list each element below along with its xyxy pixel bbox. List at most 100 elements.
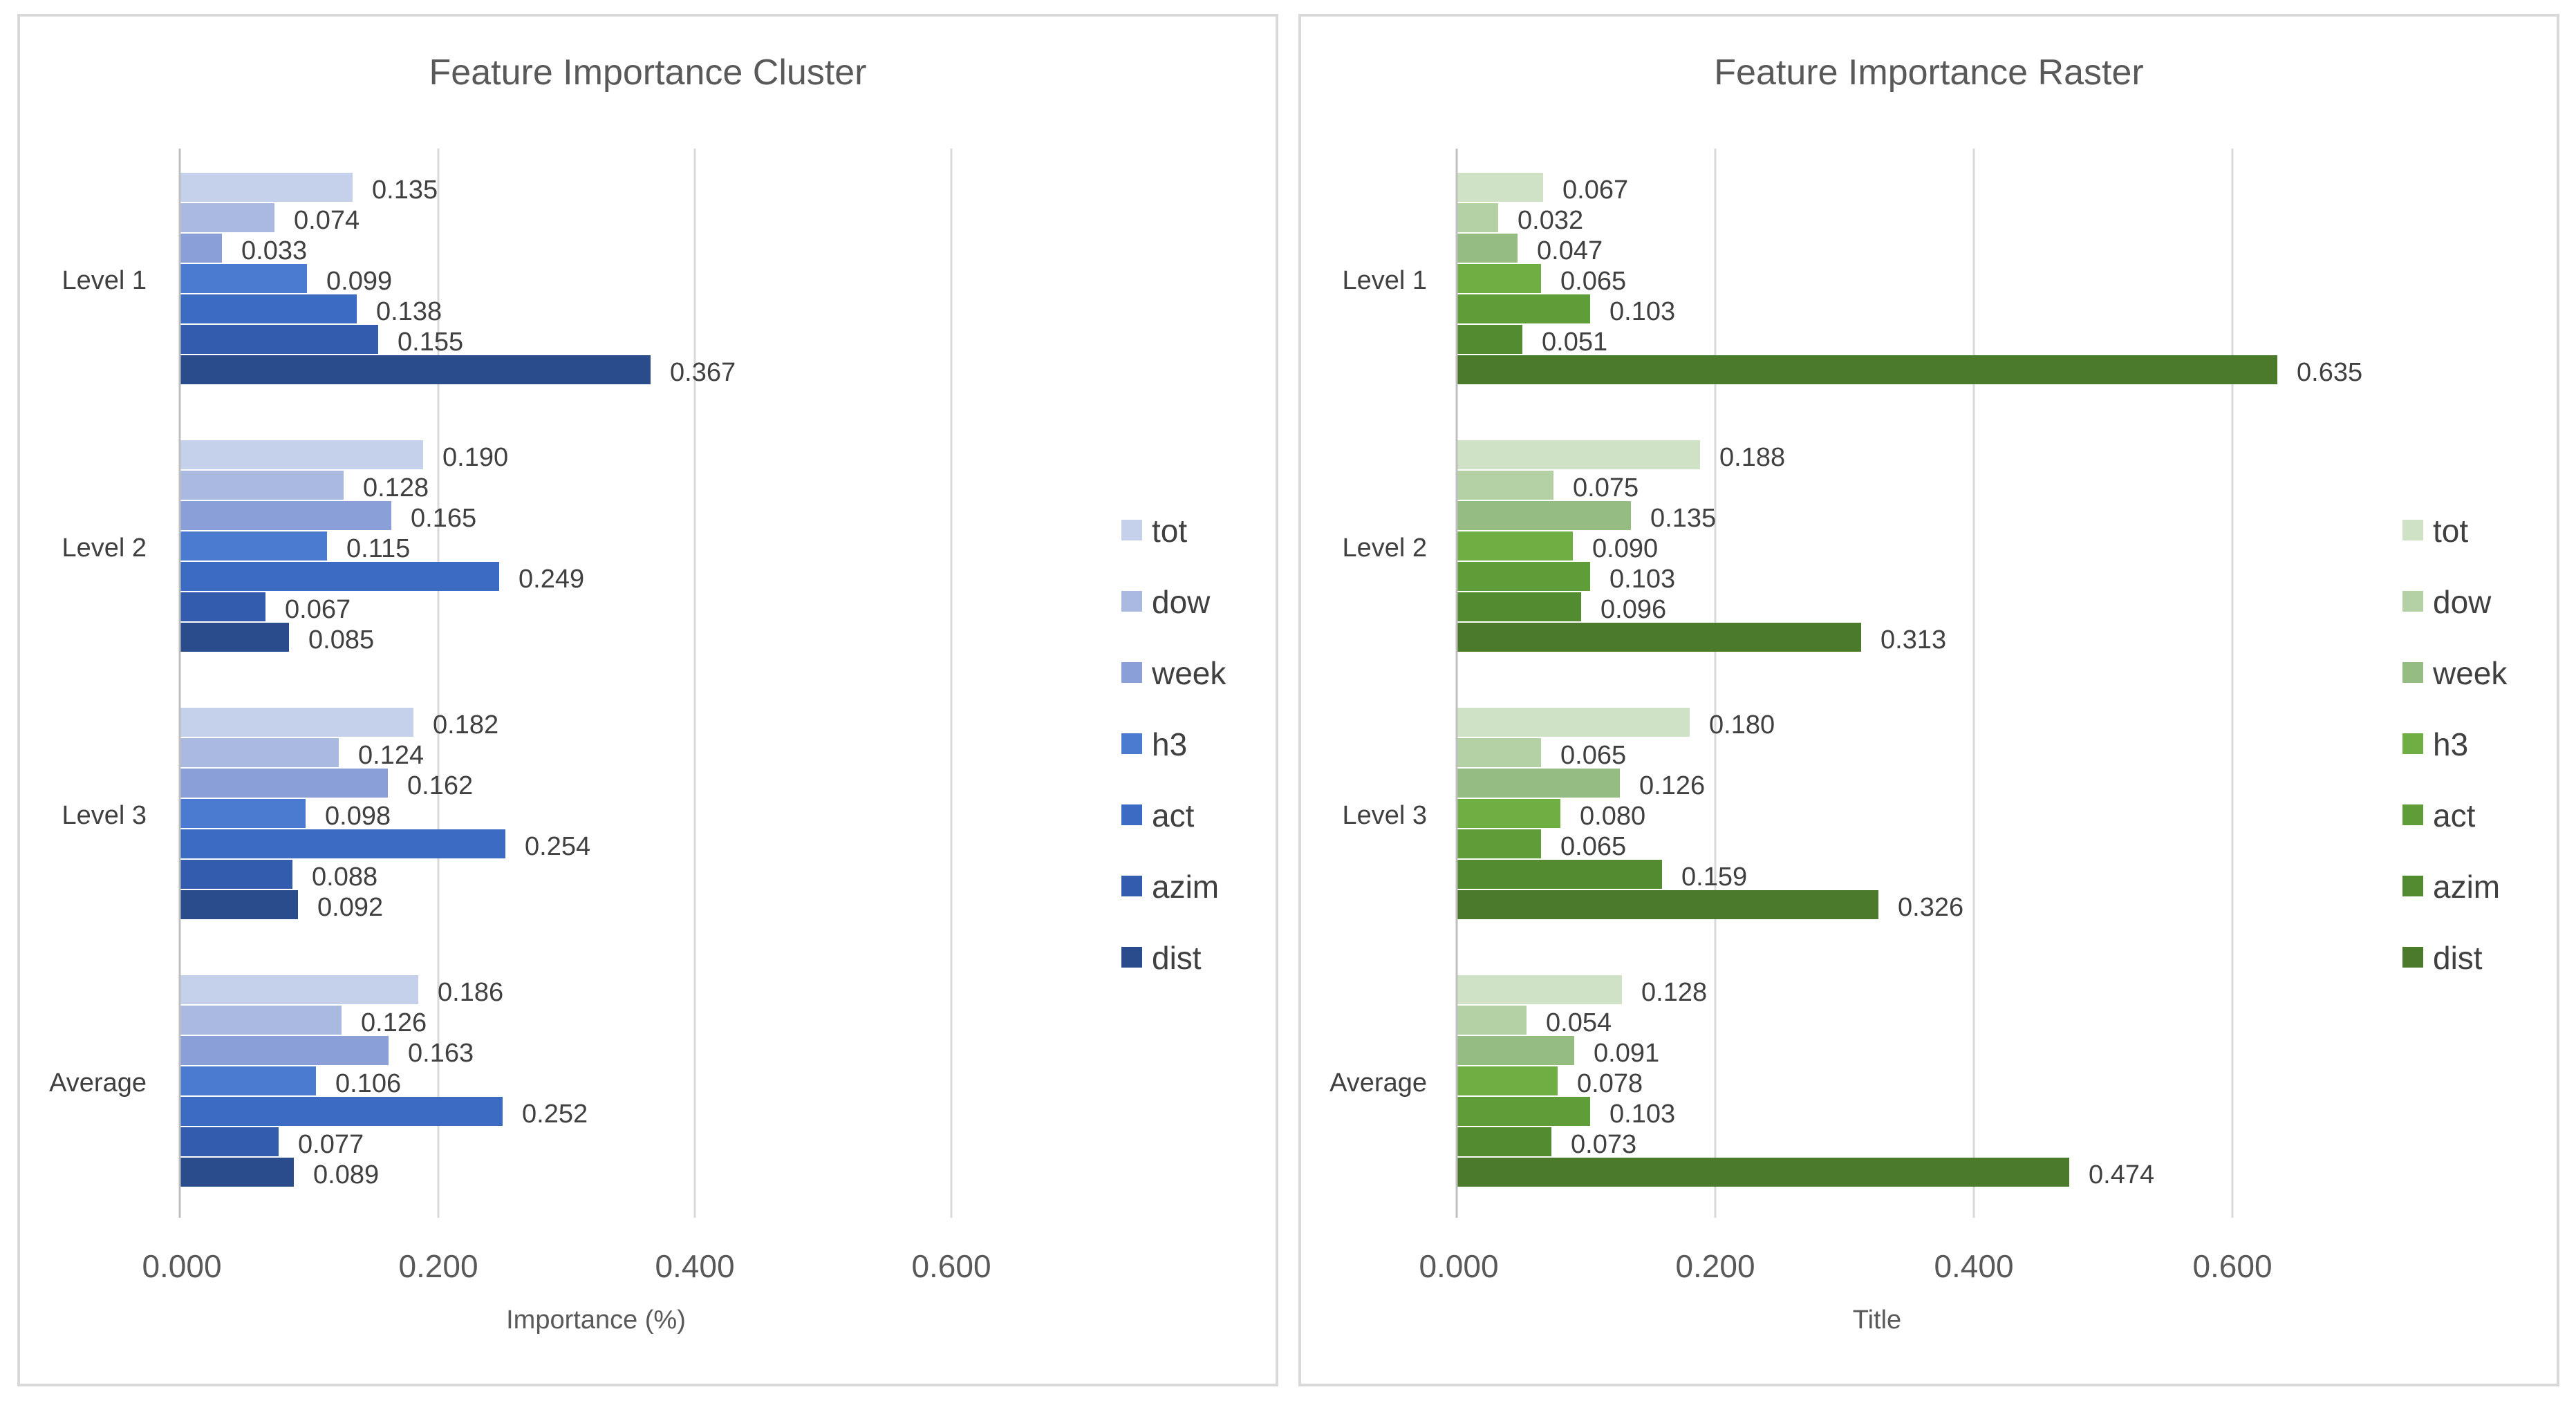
raster-bar	[1457, 799, 1560, 828]
cluster-bar	[180, 799, 306, 828]
raster-data-label: 0.313	[1880, 625, 1946, 655]
raster-bar	[1457, 234, 1518, 263]
raster-bar	[1457, 1158, 2069, 1187]
raster-x-axis-title: Title	[1853, 1306, 1901, 1335]
cluster-bar	[180, 234, 222, 263]
raster-data-label: 0.326	[1898, 893, 1963, 922]
cluster-data-label: 0.252	[522, 1100, 588, 1129]
raster-category-label: Average	[1329, 1068, 1427, 1098]
raster-tick-label: 0.000	[1419, 1248, 1498, 1284]
cluster-category-labels: Level 1 Level 2 Level 3 Average	[49, 266, 147, 1098]
raster-bar	[1457, 890, 1878, 919]
cluster-data-labels: 0.135 0.074 0.033 0.099 0.138 0.155 0.36…	[241, 176, 736, 1189]
cluster-bar	[180, 355, 651, 384]
raster-data-label: 0.080	[1580, 802, 1645, 831]
raster-bar	[1457, 1036, 1574, 1065]
cluster-bar	[180, 708, 413, 737]
cluster-bar	[180, 1006, 342, 1035]
raster-data-label: 0.128	[1641, 978, 1707, 1007]
raster-data-label: 0.635	[2297, 358, 2362, 387]
cluster-data-label: 0.162	[407, 771, 473, 800]
cluster-legend-swatch	[1121, 520, 1142, 540]
cluster-bar	[180, 440, 423, 469]
cluster-legend-label: week	[1151, 655, 1226, 691]
raster-bar	[1457, 531, 1573, 561]
cluster-bar	[180, 890, 298, 919]
cluster-legend-label: tot	[1152, 513, 1187, 549]
cluster-data-label: 0.089	[313, 1160, 379, 1189]
cluster-bar	[180, 860, 292, 889]
cluster-data-label: 0.115	[346, 534, 410, 563]
cluster-tick-label: 0.000	[142, 1248, 221, 1284]
raster-data-label: 0.135	[1650, 504, 1716, 533]
raster-legend-swatch	[2402, 662, 2423, 683]
cluster-legend-label: dow	[1152, 584, 1211, 620]
cluster-legend-swatch	[1121, 662, 1142, 683]
raster-data-label: 0.103	[1609, 297, 1675, 326]
raster-legend-label: dow	[2433, 584, 2492, 620]
raster-data-label: 0.103	[1609, 565, 1675, 594]
cluster-data-label: 0.098	[325, 802, 391, 831]
cluster-bar	[180, 829, 505, 858]
raster-category-label: Level 3	[1342, 801, 1427, 830]
raster-legend-label: tot	[2433, 513, 2468, 549]
cluster-data-label: 0.254	[525, 832, 590, 861]
cluster-legend-label: h3	[1152, 726, 1187, 762]
raster-legend-label: act	[2433, 798, 2476, 834]
cluster-category-label: Average	[49, 1068, 147, 1098]
raster-bars	[1457, 173, 2277, 1187]
cluster-chart: Feature Importance Cluster	[17, 14, 1278, 1386]
cluster-legend-swatch	[1121, 591, 1142, 612]
raster-chart-border	[1298, 14, 2559, 1386]
cluster-legend-label: act	[1152, 798, 1195, 834]
cluster-category-label: Level 1	[62, 266, 147, 295]
raster-bar	[1457, 1066, 1558, 1095]
cluster-tick-label: 0.600	[911, 1248, 991, 1284]
raster-bar	[1457, 562, 1590, 591]
cluster-category-label: Level 2	[62, 534, 147, 563]
raster-data-label: 0.067	[1562, 176, 1628, 205]
cluster-bars	[180, 173, 651, 1187]
cluster-legend-swatch	[1121, 804, 1142, 825]
cluster-bar	[180, 294, 357, 323]
cluster-data-label: 0.092	[317, 893, 383, 922]
cluster-data-label: 0.033	[241, 236, 307, 265]
raster-data-label: 0.032	[1518, 206, 1583, 235]
raster-category-labels: Level 1 Level 2 Level 3 Average	[1329, 266, 1427, 1098]
cluster-legend-swatch	[1121, 876, 1142, 896]
cluster-data-label: 0.155	[398, 328, 463, 357]
cluster-data-label: 0.085	[308, 625, 374, 655]
cluster-gridlines	[437, 149, 953, 1218]
raster-bar	[1457, 501, 1631, 530]
raster-tick-label: 0.200	[1675, 1248, 1755, 1284]
cluster-data-label: 0.182	[433, 710, 498, 740]
cluster-tick-labels: 0.000 0.200 0.400 0.600	[142, 1248, 991, 1284]
raster-bar	[1457, 860, 1662, 889]
raster-bar	[1457, 203, 1498, 232]
raster-data-label: 0.051	[1542, 328, 1607, 357]
cluster-bar	[180, 203, 274, 232]
raster-data-label: 0.474	[2089, 1160, 2154, 1189]
raster-legend-swatch	[2402, 804, 2423, 825]
cluster-bar	[180, 1066, 316, 1095]
cluster-data-label: 0.074	[294, 206, 360, 235]
raster-bar	[1457, 471, 1553, 500]
cluster-legend-label: dist	[1152, 940, 1202, 976]
cluster-bar	[180, 769, 388, 798]
raster-bar	[1457, 1006, 1527, 1035]
cluster-data-label: 0.249	[519, 565, 584, 594]
cluster-legend-swatch	[1121, 947, 1142, 968]
cluster-bar	[180, 1036, 389, 1065]
cluster-data-label: 0.106	[335, 1069, 401, 1098]
cluster-data-label: 0.124	[358, 741, 424, 770]
raster-bar	[1457, 440, 1700, 469]
raster-legend-swatch	[2402, 733, 2423, 754]
raster-bar	[1457, 708, 1690, 737]
cluster-category-label: Level 3	[62, 801, 147, 830]
cluster-bar	[180, 1127, 279, 1156]
cluster-bar	[180, 501, 391, 530]
cluster-data-label: 0.088	[312, 863, 377, 892]
raster-legend-swatch	[2402, 947, 2423, 968]
raster-bar	[1457, 264, 1541, 293]
